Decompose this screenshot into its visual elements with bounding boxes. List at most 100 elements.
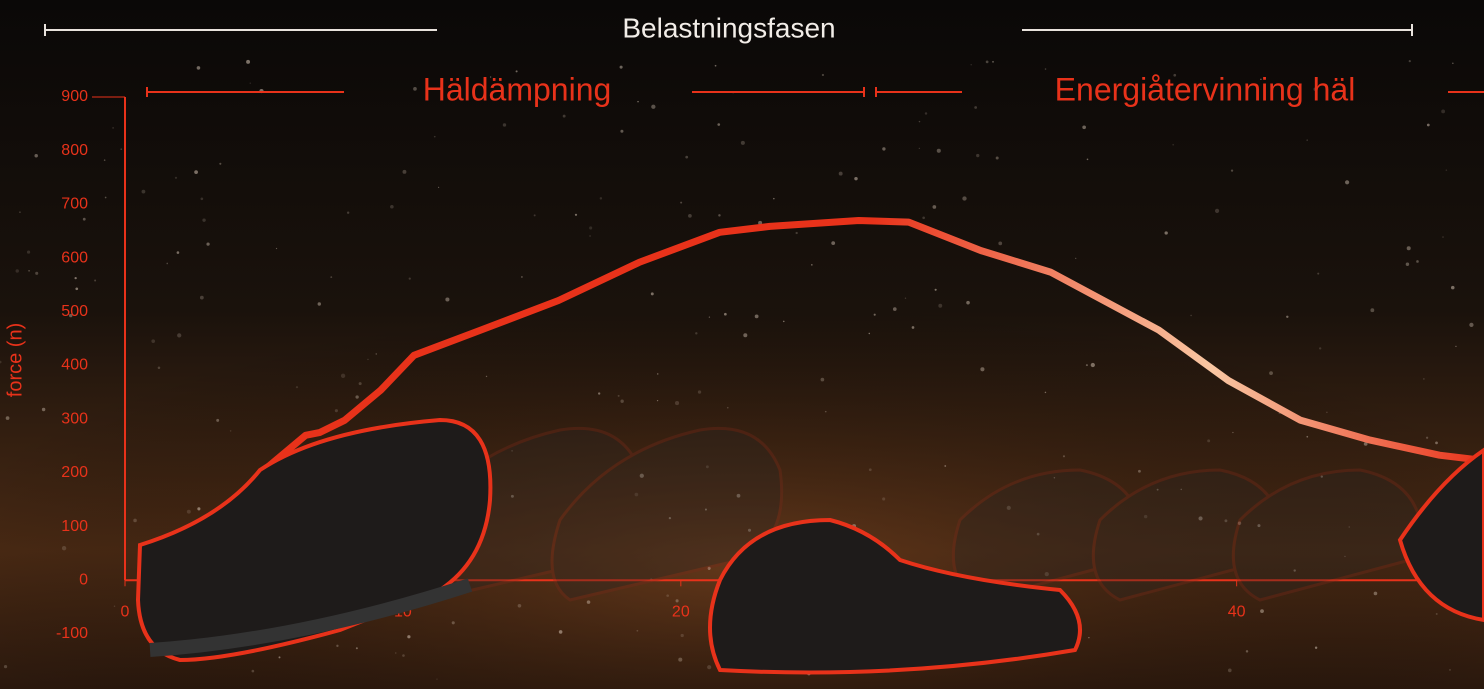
speck: [1370, 308, 1375, 313]
speck: [678, 657, 683, 662]
speck: [1314, 646, 1318, 649]
y-axis-label: force (n): [4, 323, 26, 397]
speck: [249, 82, 252, 84]
speck: [705, 465, 709, 469]
speck: [113, 605, 116, 607]
speck: [34, 154, 38, 158]
speck: [1408, 60, 1411, 63]
speck: [892, 307, 897, 311]
speck: [82, 217, 86, 221]
speck: [1082, 125, 1086, 130]
speck: [1435, 441, 1438, 445]
speck: [1445, 169, 1448, 171]
speck: [26, 250, 31, 254]
speck: [202, 218, 206, 222]
speck: [620, 399, 624, 403]
speck: [717, 123, 721, 126]
speck: [620, 129, 624, 133]
speck: [597, 392, 601, 395]
speck: [1423, 378, 1425, 380]
speck: [196, 66, 201, 70]
speck: [736, 493, 741, 498]
speck: [1245, 650, 1249, 653]
speck: [1180, 488, 1183, 491]
speck: [918, 147, 920, 150]
speck: [782, 320, 785, 323]
speck: [586, 600, 591, 604]
speck: [28, 269, 30, 272]
speck: [668, 516, 672, 520]
speck: [336, 644, 339, 647]
speck: [562, 114, 566, 118]
speck: [194, 170, 198, 175]
speck: [1090, 362, 1095, 368]
speck: [854, 176, 858, 181]
speck: [1425, 436, 1429, 439]
speck: [229, 430, 232, 432]
speck: [1173, 73, 1177, 77]
speck: [69, 313, 73, 318]
speck: [936, 148, 941, 153]
speck: [970, 64, 972, 66]
speck: [695, 332, 698, 335]
speck: [824, 410, 827, 413]
speck: [103, 159, 106, 161]
speck: [685, 155, 689, 159]
speck: [1260, 78, 1262, 80]
speck: [1286, 315, 1289, 318]
speck: [402, 654, 405, 657]
speck: [112, 127, 114, 129]
speck: [617, 394, 620, 397]
speck: [995, 156, 999, 160]
speck: [1373, 591, 1378, 596]
speck: [340, 373, 346, 378]
speck: [166, 262, 168, 265]
speck: [639, 473, 644, 478]
speck: [1348, 526, 1351, 528]
speck: [5, 416, 10, 420]
speck: [120, 148, 123, 151]
speck: [674, 401, 680, 406]
speck: [740, 140, 745, 145]
speck: [599, 197, 603, 200]
speck: [186, 509, 191, 514]
speck: [515, 70, 518, 73]
speck: [656, 373, 659, 375]
speck: [407, 635, 411, 639]
speck: [831, 241, 836, 246]
speck: [634, 492, 639, 497]
speck: [521, 276, 523, 278]
speck: [35, 271, 39, 275]
speck: [197, 507, 201, 511]
speck: [1405, 262, 1410, 266]
speck: [688, 213, 692, 218]
speck: [589, 226, 593, 230]
speck: [938, 303, 943, 308]
speck: [1469, 322, 1474, 327]
speck: [1306, 139, 1308, 141]
speck: [355, 647, 358, 650]
speck: [1085, 364, 1088, 367]
speck: [395, 652, 397, 654]
speck: [675, 599, 679, 603]
speck: [714, 64, 717, 67]
speck: [533, 214, 536, 217]
speck: [1138, 469, 1141, 473]
speck: [966, 300, 970, 305]
speck: [517, 603, 522, 608]
speck: [489, 76, 492, 78]
speck: [992, 60, 994, 63]
speck: [355, 395, 359, 399]
phase-label: Häldämpning: [423, 71, 612, 107]
speck: [15, 269, 19, 273]
speck: [19, 211, 21, 213]
speck: [656, 400, 659, 402]
speck: [904, 297, 907, 299]
speck: [1086, 158, 1089, 161]
speck: [932, 205, 937, 209]
speck: [1317, 272, 1320, 275]
phase-label: Energiåtervinning häl: [1055, 71, 1356, 107]
speck: [704, 508, 707, 511]
speck: [375, 353, 378, 355]
speck: [330, 276, 333, 279]
